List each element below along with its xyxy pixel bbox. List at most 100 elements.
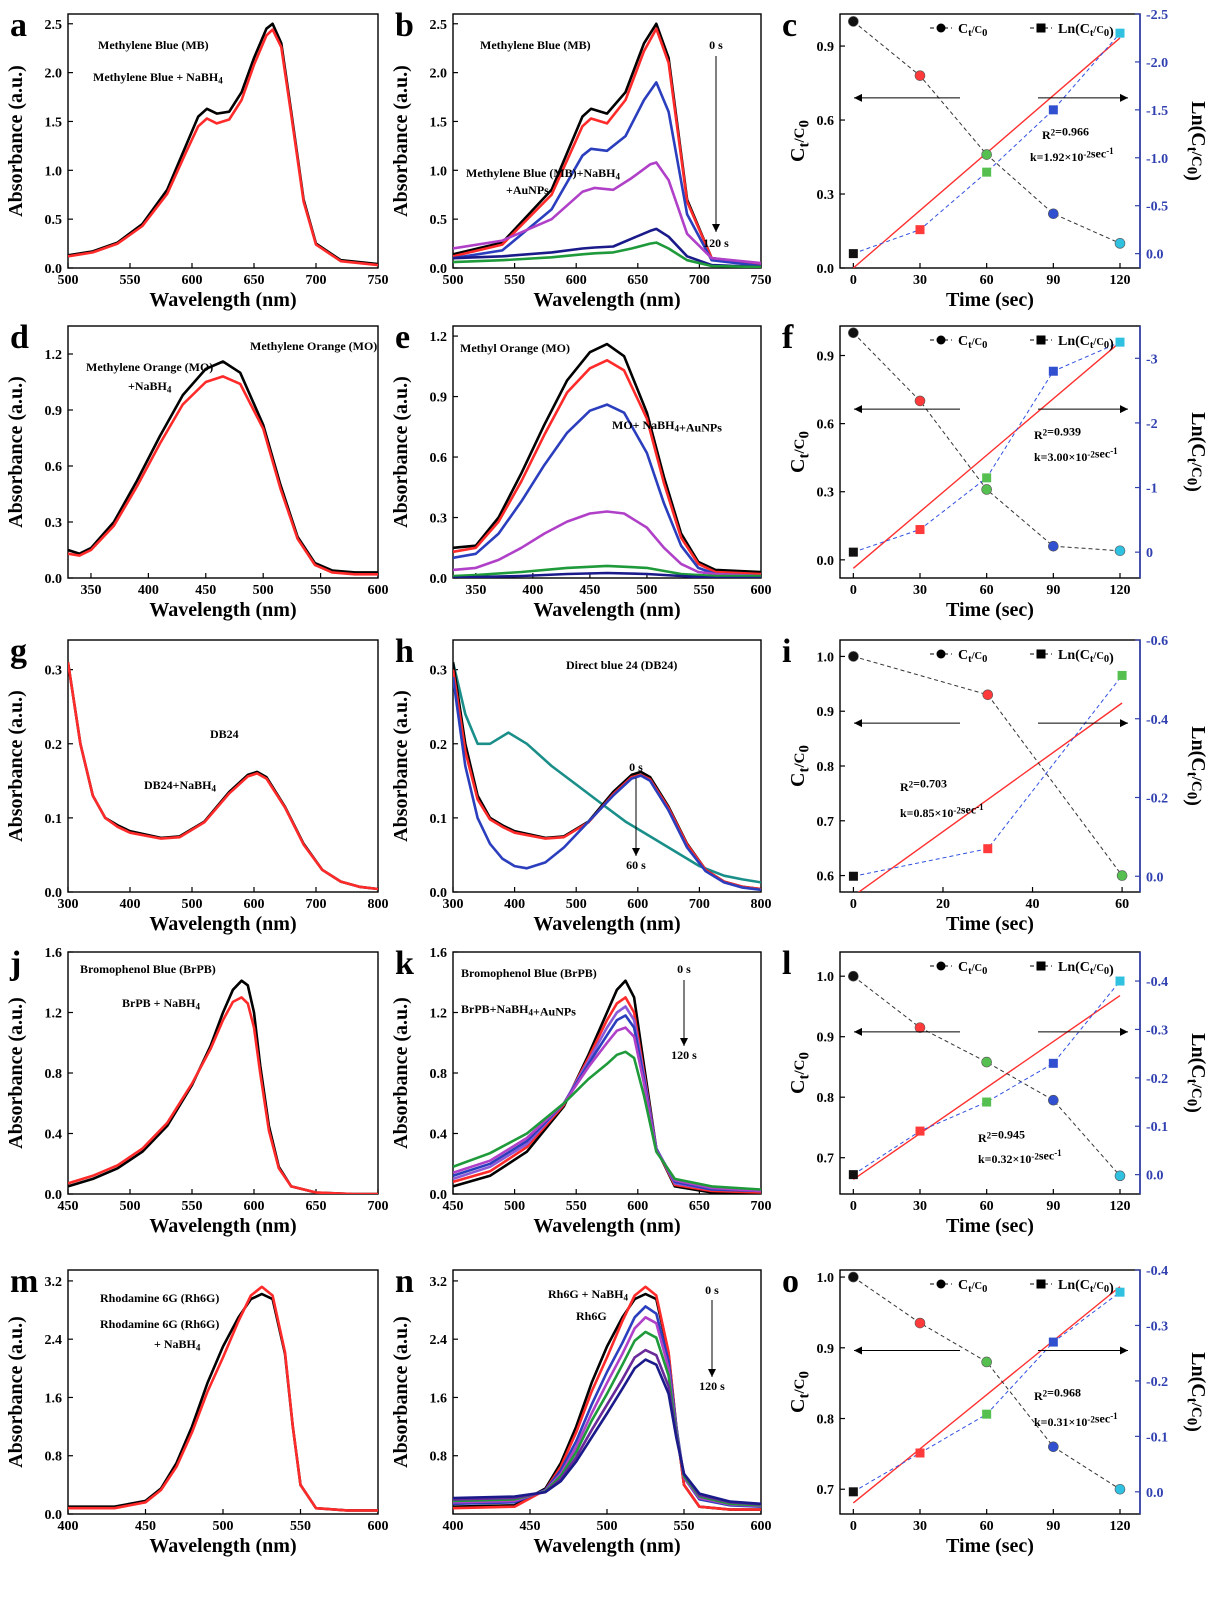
annotation-text: 60 s — [626, 858, 646, 872]
y-tick-label: 1.6 — [430, 946, 448, 961]
linear-fit-line — [852, 341, 1121, 569]
x-tick-label: 450 — [135, 1519, 156, 1534]
x-tick-label: 700 — [306, 273, 327, 288]
x-tick-label: 30 — [913, 583, 927, 598]
ln-dashed-line — [853, 32, 1121, 255]
right-axis-title: Ln(Ct/C0) — [1183, 412, 1210, 492]
ln-point — [1115, 976, 1125, 986]
y-axis-title: Ct/C0 — [787, 1052, 813, 1094]
y-tick-label: 1.6 — [45, 1391, 63, 1406]
x-tick-label: 300 — [443, 897, 464, 912]
x-tick-label: 400 — [138, 583, 159, 598]
x-tick-label: 500 — [443, 273, 464, 288]
annotation-text: 0 s — [709, 38, 723, 52]
y-axis-title: Ct/C0 — [787, 1371, 813, 1413]
ct-c0-point — [1114, 238, 1126, 249]
y-axis-title: Absorbance (a.u.) — [5, 65, 27, 217]
series-line-1 — [453, 342, 761, 574]
panel-letter: k — [395, 945, 414, 982]
ct-c0-point — [848, 651, 859, 662]
y-axis-title: Absorbance (a.u.) — [390, 1316, 412, 1468]
panel-l: l 0 30 60 90 120 0.7 0.8 0.9 1.0 0.0 -0.1 -0.2 -0.3 -0… — [782, 945, 1209, 1237]
y-tick-label: 0.3 — [430, 512, 448, 527]
plot-frame — [67, 639, 379, 893]
x-tick-label: 600 — [182, 273, 203, 288]
y-tick-label: 1.6 — [430, 1391, 448, 1406]
x-tick-label: 0 — [850, 1199, 857, 1214]
x-tick-label: 450 — [443, 1199, 464, 1214]
x-tick-label: 120 — [1110, 1519, 1131, 1534]
x-tick-label: 60 — [980, 583, 994, 598]
series-line-1 — [68, 662, 378, 891]
y-tick-label: 1.5 — [430, 115, 448, 130]
y-tick-label: 2.5 — [430, 18, 448, 33]
annotation-text: R2=0.968 — [1034, 1385, 1081, 1403]
time-arrow-head — [712, 224, 720, 232]
right-tick-label: -1 — [1146, 482, 1158, 497]
annotation-text: R2=0.939 — [1034, 424, 1081, 442]
y-tick-label: 1.2 — [45, 1007, 63, 1022]
x-tick-label: 600 — [368, 583, 389, 598]
ct-c0-point — [914, 70, 926, 81]
x-tick-label: 550 — [693, 583, 714, 598]
ln-point — [982, 1409, 992, 1419]
y-tick-label: 0.4 — [430, 1128, 448, 1143]
panel-letter: c — [782, 7, 797, 44]
x-axis-title: Time (sec) — [946, 289, 1034, 311]
x-tick-label: 500 — [58, 273, 79, 288]
series-line-1 — [453, 661, 761, 884]
y-tick-label: 1.0 — [45, 164, 63, 179]
right-tick-label: -0.4 — [1146, 713, 1168, 728]
x-tick-label: 500 — [597, 1519, 618, 1534]
y-tick-label: 0.0 — [45, 1508, 63, 1523]
y-axis-title: Absorbance (a.u.) — [5, 376, 27, 528]
left-arrow-head — [854, 1346, 862, 1355]
right-tick-label: 0.0 — [1146, 248, 1164, 263]
y-tick-label: 3.2 — [430, 1275, 448, 1290]
series-line-2 — [68, 375, 378, 576]
annotation-text: R2=0.945 — [978, 1127, 1025, 1145]
x-axis-title: Time (sec) — [946, 1215, 1034, 1237]
ln-point — [1048, 1058, 1058, 1068]
ln-point — [982, 1097, 992, 1107]
x-axis-title: Wavelength (nm) — [533, 289, 680, 311]
x-tick-label: 600 — [751, 1519, 772, 1534]
ct-c0-point — [848, 327, 859, 339]
legend: Ct/C0 Ln(Ct/C0) — [930, 334, 1114, 352]
legend-label: Ln(Ct/C0) — [1058, 22, 1114, 40]
y-tick-label: 0.5 — [45, 213, 63, 228]
legend-square-marker — [1036, 649, 1046, 659]
right-tick-label: -0.4 — [1146, 1264, 1168, 1279]
annotation-text: k=0.85×10-2sec-1 — [900, 802, 984, 820]
y-tick-label: 0.7 — [817, 815, 835, 830]
y-tick-label: 2.4 — [45, 1333, 63, 1348]
x-tick-label: 30 — [913, 1519, 927, 1534]
y-tick-label: 0.8 — [817, 1413, 835, 1428]
x-axis-title: Wavelength (nm) — [149, 913, 296, 935]
annotation-text: Methylene Blue (MB)+NaBH4 — [466, 166, 621, 182]
right-tick-label: -0.6 — [1146, 634, 1168, 649]
x-tick-label: 500 — [253, 583, 274, 598]
y-tick-label: 0.8 — [817, 760, 835, 775]
x-tick-label: 0 — [850, 1519, 857, 1534]
y-axis-title: Ct/C0 — [787, 120, 813, 162]
panel-n: n 400 450 500 550 600 0.8 1.6 2.4 3.2 Wavelength (… — [390, 1263, 772, 1557]
annotation-text: MO+ NaBH4+AuNPs — [612, 418, 722, 435]
y-tick-label: 0.2 — [45, 738, 63, 753]
y-tick-label: 0.0 — [45, 886, 63, 901]
y-tick-label: 0.9 — [817, 1342, 835, 1357]
legend: Ct/C0 Ln(Ct/C0) — [930, 22, 1114, 40]
annotation-text: k=0.32×10-2sec-1 — [978, 1148, 1062, 1166]
panel-o: o 0 30 60 90 120 0.7 0.8 0.9 1.0 0.0 -0.1 -0.2 -0.3 -0… — [782, 1263, 1209, 1557]
x-tick-label: 600 — [751, 583, 772, 598]
x-tick-label: 90 — [1046, 1519, 1060, 1534]
ln-point — [915, 525, 925, 535]
annotation-text: BrPB+NaBH4+AuNPs — [461, 1002, 576, 1019]
panel-e: e 350 400 450 500 550 600 0.0 0.3 0.6 0.9 1.2 Wavele… — [390, 319, 772, 621]
y-tick-label: 0.9 — [817, 350, 835, 365]
ct-c0-point — [1116, 870, 1128, 881]
y-tick-label: 0.6 — [430, 451, 448, 466]
series-line-2 — [68, 662, 378, 891]
ct-c0-point — [1048, 208, 1059, 220]
y-tick-label: 0.8 — [817, 1091, 835, 1106]
